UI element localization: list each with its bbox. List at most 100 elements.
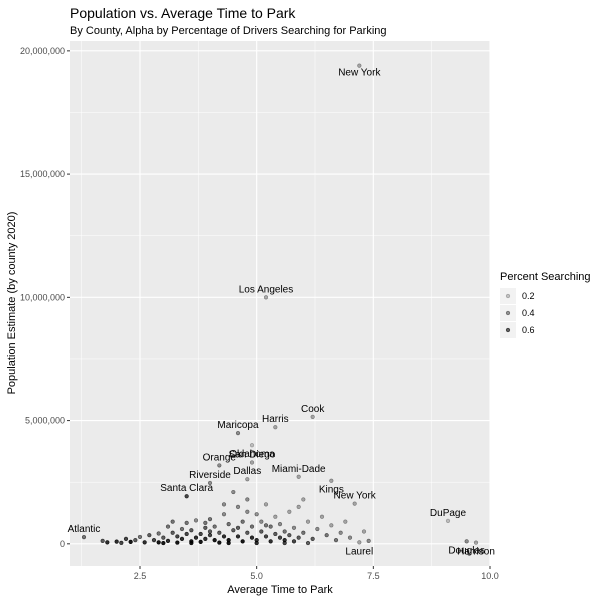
x-tick-label: 10.0 <box>481 571 499 581</box>
data-point <box>170 530 175 535</box>
legend-key-point <box>505 293 511 299</box>
point-label: Douglas <box>448 545 485 556</box>
data-point <box>301 530 306 535</box>
data-point <box>343 519 348 524</box>
data-point <box>296 535 301 540</box>
data-point <box>254 540 259 546</box>
data-point <box>282 540 287 546</box>
data-point <box>193 535 199 540</box>
data-point-labeled <box>357 63 362 68</box>
data-point <box>245 509 250 514</box>
data-point <box>156 540 161 545</box>
data-point <box>273 514 278 519</box>
data-point <box>315 526 320 532</box>
data-point-labeled <box>445 518 451 523</box>
data-point <box>221 512 227 517</box>
data-point <box>203 520 208 525</box>
data-point-labeled <box>296 474 301 479</box>
data-point <box>263 523 269 528</box>
data-point-labeled <box>352 501 357 506</box>
point-label: Riverside <box>189 470 231 481</box>
data-point <box>123 536 129 541</box>
y-tick-label: 20,000,000 <box>20 46 65 56</box>
data-point <box>301 497 306 502</box>
x-axis: 2.5 5.0 7.5 10.0 <box>134 566 499 581</box>
data-point <box>203 536 208 541</box>
data-point <box>245 497 250 502</box>
data-point <box>184 520 189 525</box>
data-point <box>137 534 143 540</box>
data-point <box>100 538 105 543</box>
data-point <box>207 533 213 538</box>
point-label: Oklahoma <box>229 449 275 460</box>
data-point <box>338 530 343 535</box>
data-point <box>128 539 133 544</box>
data-point <box>156 531 161 536</box>
data-point <box>193 518 199 523</box>
data-point <box>161 535 166 540</box>
x-tick-label: 7.5 <box>367 571 380 581</box>
point-label: Harris <box>262 414 289 425</box>
data-point <box>179 536 185 541</box>
data-point <box>282 529 287 534</box>
chart-title: Population vs. Average Time to Park <box>70 5 296 21</box>
data-point <box>198 531 203 537</box>
data-point <box>263 502 269 507</box>
legend-key-point <box>505 327 511 333</box>
data-point <box>189 540 194 546</box>
y-tick-label: 5,000,000 <box>25 416 65 426</box>
data-point <box>105 540 110 545</box>
data-point-labeled <box>473 540 479 545</box>
data-point <box>226 521 231 527</box>
data-point <box>361 529 367 534</box>
point-label: DuPage <box>430 508 467 519</box>
data-point <box>347 535 353 540</box>
data-point <box>235 504 241 509</box>
data-point-labeled <box>184 494 189 499</box>
data-points <box>81 63 479 546</box>
point-label: Santa Clara <box>160 483 213 494</box>
data-point <box>329 523 334 528</box>
point-label: Maricopa <box>217 420 259 431</box>
point-label: Los Angeles <box>239 284 294 295</box>
data-point <box>305 519 311 524</box>
data-point <box>175 534 180 539</box>
plot-panel <box>70 41 490 566</box>
data-point <box>310 536 315 541</box>
data-point <box>287 533 292 538</box>
legend-entry-label: 0.2 <box>522 291 535 301</box>
data-point <box>119 540 124 545</box>
data-point <box>207 517 213 522</box>
data-point <box>151 538 157 543</box>
data-point <box>268 524 273 529</box>
data-point <box>240 519 245 524</box>
point-label: Laurel <box>345 546 373 557</box>
data-point <box>254 512 259 517</box>
point-label: San Diego <box>229 449 276 460</box>
data-point-labeled <box>249 460 255 465</box>
data-point <box>161 540 166 546</box>
data-point <box>333 538 339 543</box>
data-point <box>175 540 180 545</box>
legend-entry-label: 0.6 <box>522 325 535 335</box>
data-point <box>189 528 194 533</box>
legend-key-box <box>500 288 516 304</box>
data-point <box>235 525 241 530</box>
data-point <box>212 538 217 543</box>
data-point <box>114 539 119 544</box>
data-point <box>324 533 329 538</box>
data-point-labeled <box>357 540 362 545</box>
data-point <box>165 538 171 543</box>
data-point <box>319 514 325 519</box>
x-tick-label: 2.5 <box>134 571 147 581</box>
point-label: Cook <box>301 404 325 415</box>
y-tick-label: 15,000,000 <box>20 169 65 179</box>
data-point <box>231 528 236 533</box>
data-point <box>217 530 222 535</box>
data-point <box>212 524 217 529</box>
data-point <box>366 538 371 543</box>
point-label: Orange <box>203 452 237 463</box>
data-point <box>207 529 213 534</box>
data-point <box>203 525 208 530</box>
data-point <box>231 489 236 495</box>
